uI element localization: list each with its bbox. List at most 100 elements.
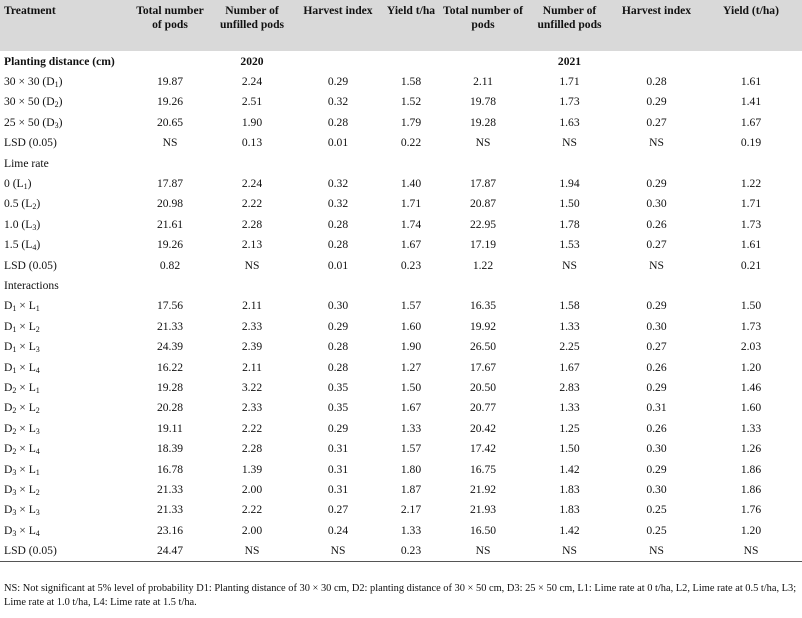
value-cell: 2.17 bbox=[400, 503, 422, 517]
header-cell: Harvest index bbox=[303, 4, 373, 17]
empty-cell bbox=[526, 153, 613, 173]
value-cell: 1.67 bbox=[400, 401, 422, 415]
value-cell: 2.33 bbox=[241, 319, 263, 333]
value-cell: 2.00 bbox=[241, 523, 263, 537]
value-cell: 19.26 bbox=[156, 95, 184, 109]
value-cell: 0.30 bbox=[646, 197, 667, 211]
treatment-cell: D3 × L4 bbox=[0, 520, 130, 540]
value-cell: 1.27 bbox=[400, 360, 422, 374]
value-cell: 16.50 bbox=[469, 523, 497, 537]
value-cell: NS bbox=[210, 540, 294, 562]
treatment-cell: 30 × 30 (D1) bbox=[0, 71, 130, 91]
value-cell: 18.39 bbox=[156, 442, 184, 456]
value-cell: 0.29 bbox=[327, 75, 349, 89]
value-cell: 19.26 bbox=[156, 238, 184, 252]
value-cell: 0.30 bbox=[327, 299, 349, 313]
header-cell: Total number of pods bbox=[443, 4, 523, 31]
table-row: D1 × L1 17.56 2.11 0.30 1.57 16.35 1.58 0.29 1.5… bbox=[0, 296, 802, 316]
value-cell: 21.33 bbox=[156, 482, 184, 496]
value-cell: 20.87 bbox=[469, 197, 497, 211]
treatment-subscript: 2 bbox=[12, 406, 17, 416]
value-cell: 1.53 bbox=[559, 238, 580, 252]
year-label: 2020 bbox=[240, 54, 264, 68]
empty-cell bbox=[382, 51, 440, 71]
empty-cell bbox=[440, 275, 526, 295]
value-cell: 1.76 bbox=[740, 503, 762, 517]
value-cell: 26.50 bbox=[469, 340, 497, 354]
value-cell: 2.24 bbox=[241, 75, 263, 89]
value-cell: 1.39 bbox=[241, 462, 263, 476]
treatment-cell: LSD (0.05) bbox=[0, 255, 130, 275]
value-cell: 1.58 bbox=[559, 299, 580, 313]
value-cell: 2.51 bbox=[241, 95, 263, 109]
treatment-subscript: 4 bbox=[35, 528, 40, 538]
empty-cell bbox=[210, 275, 294, 295]
treatment-label: 0.5 (L bbox=[4, 197, 33, 211]
treatment-subscript: 3 bbox=[12, 508, 17, 518]
value-cell: 1.40 bbox=[400, 177, 422, 191]
table-row: D3 × L4 23.16 2.00 0.24 1.33 16.50 1.42 0.25 1.2… bbox=[0, 520, 802, 540]
value-cell: 1.71 bbox=[400, 197, 422, 211]
value-cell: 1.20 bbox=[740, 523, 762, 537]
table-row: D3 × L3 21.33 2.22 0.27 2.17 21.93 1.83 0.25 1.7… bbox=[0, 500, 802, 520]
value-cell: 0.28 bbox=[327, 115, 349, 129]
value-cell: 1.50 bbox=[740, 299, 762, 313]
value-cell: 19.28 bbox=[156, 380, 184, 394]
value-cell: NS bbox=[562, 136, 577, 150]
value-cell: 0.31 bbox=[646, 401, 667, 415]
value-cell: 0.24 bbox=[327, 523, 349, 537]
value-cell: 0.30 bbox=[646, 319, 667, 333]
empty-cell bbox=[294, 153, 382, 173]
empty-cell bbox=[700, 275, 802, 295]
value-cell: 0.28 bbox=[327, 360, 349, 374]
table-row: LSD (0.05) 0.82 NS 0.01 0.23 1.22 NS NS 0.21 bbox=[0, 255, 802, 275]
value-cell: 0.26 bbox=[646, 360, 667, 374]
value-cell: 1.60 bbox=[400, 319, 422, 333]
value-cell: 2.25 bbox=[559, 340, 580, 354]
treatment-subscript: 1 bbox=[12, 304, 17, 314]
value-cell: 0.25 bbox=[646, 503, 667, 517]
table-row: 1.0 (L3) 21.61 2.28 0.28 1.74 22.95 1.78 0.26 1.… bbox=[0, 214, 802, 234]
value-cell: 3.22 bbox=[241, 380, 263, 394]
table-row: D1 × L2 21.33 2.33 0.29 1.60 19.92 1.33 0.30 1.7… bbox=[0, 316, 802, 336]
value-cell: 1.90 bbox=[241, 115, 263, 129]
value-cell: 21.61 bbox=[156, 217, 184, 231]
value-cell: 1.33 bbox=[400, 421, 422, 435]
treatment-label: LSD (0.05) bbox=[4, 544, 57, 558]
value-cell: 17.87 bbox=[156, 177, 184, 191]
treatment-cell: 1.5 (L4) bbox=[0, 235, 130, 255]
value-cell: 21.92 bbox=[469, 482, 497, 496]
treatment-label-suffix: ) bbox=[36, 238, 41, 252]
header-cell: Yield t/ha bbox=[386, 4, 436, 17]
treatment-cell: D2 × L4 bbox=[0, 438, 130, 458]
value-cell: 20.28 bbox=[156, 401, 184, 415]
value-cell: 1.33 bbox=[559, 401, 580, 415]
value-cell: NS bbox=[162, 136, 178, 150]
table-row: D3 × L1 16.78 1.39 0.31 1.80 16.75 1.42 0.29 1.8… bbox=[0, 459, 802, 479]
treatment-label-suffix: ) bbox=[27, 177, 32, 191]
treatment-subscript: 2 bbox=[54, 100, 59, 110]
empty-cell bbox=[613, 51, 700, 71]
treatment-subscript: 4 bbox=[32, 243, 37, 253]
treatment-subscript: 3 bbox=[12, 528, 17, 538]
treatment-subscript: 3 bbox=[54, 120, 59, 130]
value-cell: NS bbox=[613, 540, 700, 562]
empty-cell bbox=[294, 275, 382, 295]
value-cell: 1.86 bbox=[740, 462, 762, 476]
value-cell: 2.11 bbox=[242, 360, 262, 374]
value-cell: 1.33 bbox=[559, 319, 580, 333]
value-cell: 1.78 bbox=[559, 217, 580, 231]
value-cell: 16.75 bbox=[469, 462, 497, 476]
value-cell: 0.29 bbox=[646, 380, 667, 394]
value-cell: 2.83 bbox=[559, 380, 580, 394]
empty-cell bbox=[440, 153, 526, 173]
treatment-subscript: 4 bbox=[35, 365, 40, 375]
value-cell: 1.83 bbox=[559, 503, 580, 517]
value-cell: 1.20 bbox=[740, 360, 762, 374]
value-cell: 2.22 bbox=[241, 503, 263, 517]
value-cell: 0.21 bbox=[740, 258, 762, 272]
empty-cell bbox=[613, 153, 700, 173]
value-cell: 0.27 bbox=[646, 340, 667, 354]
value-cell: 17.67 bbox=[469, 360, 497, 374]
value-cell: 16.22 bbox=[156, 360, 184, 374]
